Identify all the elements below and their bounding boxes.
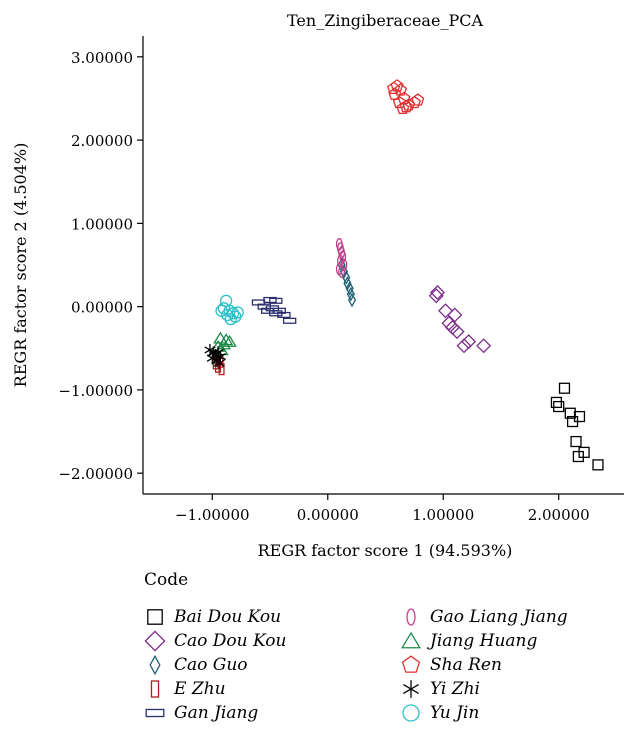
x-axis-label: REGR factor score 1 (94.593%) [258,541,513,560]
data-point-bai-dou-kou [573,410,586,423]
series-gan-jiang [251,296,297,324]
data-point-sha-ren [396,101,410,114]
axes [142,36,624,495]
data-point-cao-guo [346,286,355,302]
data-point-yu-jin [226,307,240,320]
data-point-cao-dou-kou [456,338,472,354]
series-gao-liang-jiang [335,238,348,278]
data-point-gan-jiang [257,303,271,310]
data-point-bai-dou-kou [572,450,584,463]
series-yu-jin [215,294,244,326]
data-point-gan-jiang [269,297,283,304]
data-point-bai-dou-kou [570,435,582,448]
data-point-cao-guo [345,280,354,296]
data-point-gan-jiang [269,310,283,317]
y-tick-label: 0.00000 [71,299,133,317]
data-point-yu-jin [217,302,230,315]
ticks: 3.00000 2.00000 1.00000 0.00000 −1.00000 −2.0… [58,49,589,524]
data-point-cao-dou-kou [444,319,460,335]
series-yi-zhi [204,343,226,370]
series-cao-dou-kou [428,284,492,354]
data-point-bai-dou-kou [550,396,563,409]
data-point-sha-ren [407,95,421,109]
data-point-yu-jin [231,306,244,319]
data-point-yu-jin [219,294,233,307]
data-point-bai-dou-kou [592,459,604,471]
data-point-yi-zhi [212,346,224,359]
data-point-cao-dou-kou [447,307,463,323]
data-point-bai-dou-kou [553,400,565,413]
x-tick-label: 1.00000 [412,506,474,524]
data-point-bai-dou-kou [558,382,571,394]
data-point-cao-dou-kou [428,288,444,304]
data-point-cao-guo [347,292,357,308]
data-point-yu-jin [224,312,237,326]
data-point-gan-jiang [277,311,291,319]
series-sha-ren [387,79,425,114]
data-point-yu-jin [215,304,228,317]
x-tick-label: 2.00000 [528,506,590,524]
y-tick-label: 2.00000 [71,132,133,150]
data-point-gan-jiang [282,317,297,324]
y-tick-label: 3.00000 [71,49,133,67]
y-tick-label: −1.00000 [58,382,133,400]
x-tick-label: 0.00000 [297,506,359,524]
data-point-cao-dou-kou [476,338,492,354]
data-point-bai-dou-kou [578,446,590,458]
data-points [204,79,604,471]
series-bai-dou-kou [550,382,604,471]
data-point-cao-dou-kou [449,324,465,340]
data-point-cao-dou-kou [429,284,445,300]
y-tick-label: −2.00000 [58,465,133,483]
data-point-yi-zhi [213,357,225,370]
data-point-jiang-huang [222,334,237,347]
y-axis-label: REGR factor score 2 (4.504%) [11,143,30,388]
data-point-gao-liang-jiang [338,265,346,278]
data-point-bai-dou-kou [564,407,576,419]
data-point-cao-dou-kou [438,303,454,319]
y-tick-label: 1.00000 [71,215,133,233]
data-point-sha-ren [411,93,425,106]
chart-title: Ten_Zingiberaceae_PCA [287,11,483,30]
data-point-sha-ren [392,95,406,109]
data-point-cao-dou-kou [461,334,477,350]
x-tick-label: −1.00000 [175,506,250,524]
